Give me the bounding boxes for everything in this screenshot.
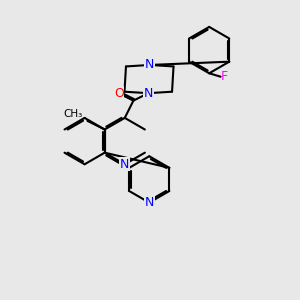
Text: N: N bbox=[145, 58, 154, 71]
Text: F: F bbox=[220, 70, 228, 83]
Text: N: N bbox=[145, 196, 154, 209]
Text: CH₃: CH₃ bbox=[64, 109, 83, 119]
Text: O: O bbox=[114, 87, 124, 100]
Text: N: N bbox=[144, 87, 153, 100]
Text: N: N bbox=[120, 158, 130, 171]
